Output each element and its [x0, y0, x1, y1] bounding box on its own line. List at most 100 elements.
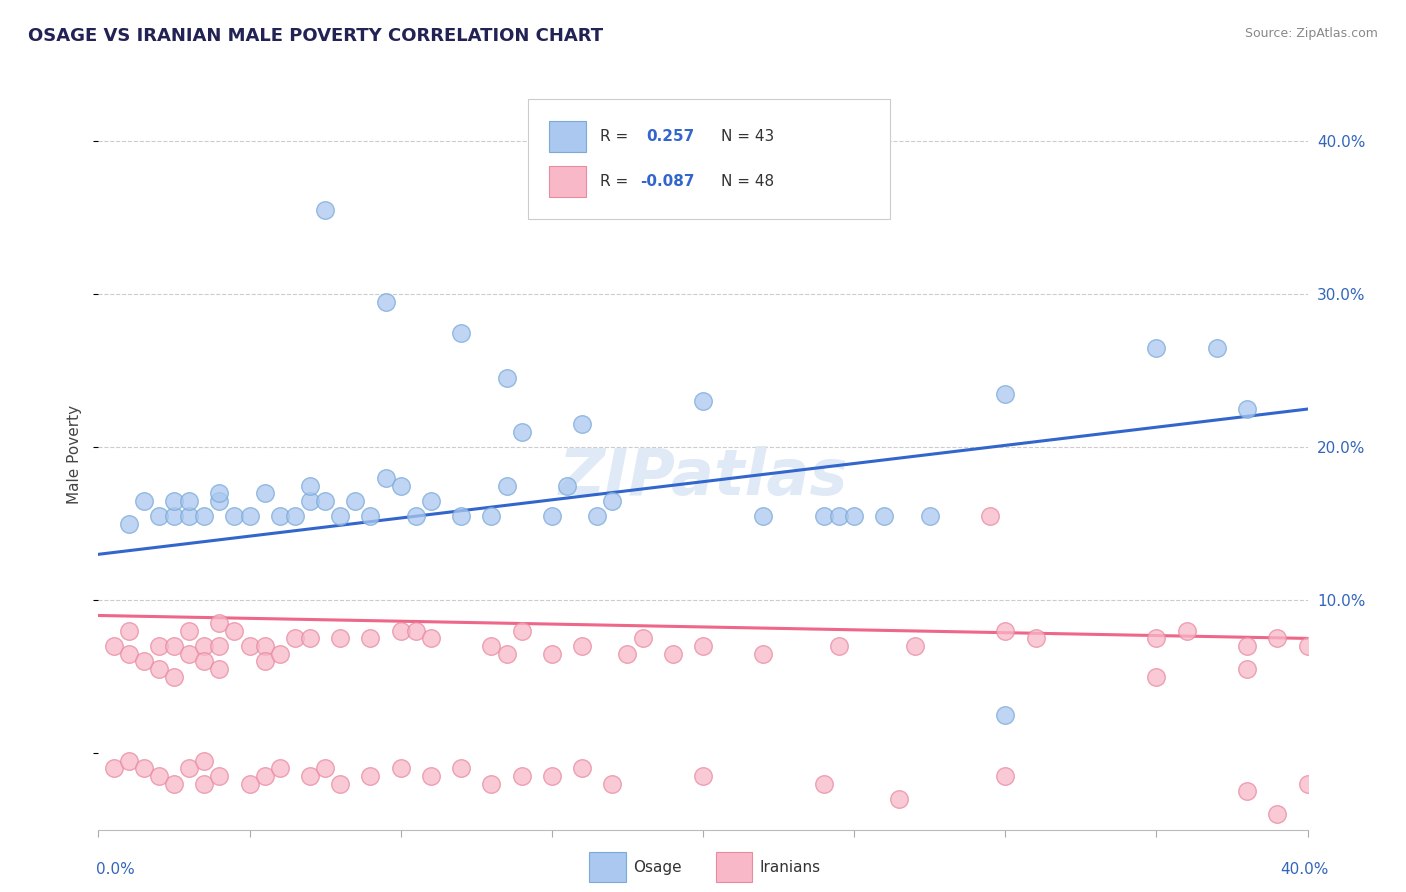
Point: [994, 624, 1017, 638]
Point: [179, 761, 201, 775]
Point: [179, 493, 201, 508]
Point: [661, 647, 683, 661]
Point: [193, 654, 215, 668]
Point: [1267, 807, 1289, 822]
Text: -0.087: -0.087: [640, 174, 695, 189]
Point: [329, 632, 352, 646]
Point: [389, 478, 412, 492]
Point: [179, 624, 201, 638]
Point: [1296, 777, 1319, 791]
Point: [495, 647, 517, 661]
Point: [1236, 784, 1258, 798]
FancyBboxPatch shape: [550, 120, 586, 153]
Point: [828, 509, 851, 524]
Point: [360, 509, 382, 524]
Point: [103, 639, 125, 653]
Point: [299, 632, 322, 646]
Point: [450, 761, 472, 775]
Point: [253, 639, 276, 653]
Point: [299, 493, 322, 508]
Point: [208, 639, 231, 653]
Point: [602, 493, 624, 508]
Point: [571, 417, 593, 432]
Point: [495, 371, 517, 385]
Point: [994, 386, 1017, 401]
Point: [118, 624, 141, 638]
Point: [374, 471, 396, 485]
Point: [1267, 632, 1289, 646]
Point: [1206, 341, 1229, 355]
Point: [299, 769, 322, 783]
Point: [979, 509, 1001, 524]
Point: [163, 777, 186, 791]
Point: [269, 761, 291, 775]
Point: [873, 509, 896, 524]
Point: [163, 670, 186, 684]
Point: [239, 509, 262, 524]
Point: [224, 624, 246, 638]
Point: [844, 509, 866, 524]
Point: [329, 777, 352, 791]
Point: [148, 662, 170, 676]
Text: ZIPatlas: ZIPatlas: [558, 446, 848, 508]
Point: [510, 624, 533, 638]
Point: [269, 509, 291, 524]
Point: [314, 203, 336, 218]
Text: N = 48: N = 48: [721, 174, 775, 189]
Point: [540, 647, 562, 661]
Point: [208, 616, 231, 631]
Point: [571, 639, 593, 653]
Point: [495, 478, 517, 492]
Point: [253, 769, 276, 783]
Text: R =: R =: [600, 129, 628, 144]
Point: [586, 509, 609, 524]
Point: [179, 647, 201, 661]
Point: [389, 761, 412, 775]
Point: [132, 654, 155, 668]
Point: [602, 777, 624, 791]
Point: [314, 761, 336, 775]
Text: OSAGE VS IRANIAN MALE POVERTY CORRELATION CHART: OSAGE VS IRANIAN MALE POVERTY CORRELATIO…: [28, 27, 603, 45]
Point: [208, 486, 231, 500]
Point: [692, 769, 714, 783]
Point: [481, 639, 503, 653]
Point: [179, 509, 201, 524]
Point: [193, 639, 215, 653]
Point: [193, 754, 215, 768]
Point: [132, 493, 155, 508]
Point: [253, 486, 276, 500]
Point: [148, 769, 170, 783]
Point: [616, 647, 638, 661]
Text: R =: R =: [600, 174, 628, 189]
Point: [1175, 624, 1198, 638]
Point: [208, 662, 231, 676]
Point: [994, 769, 1017, 783]
Point: [405, 509, 427, 524]
Text: Osage: Osage: [633, 861, 682, 875]
Point: [118, 647, 141, 661]
Point: [994, 707, 1017, 722]
Point: [148, 509, 170, 524]
Point: [692, 394, 714, 409]
Point: [163, 493, 186, 508]
Point: [904, 639, 927, 653]
Point: [360, 632, 382, 646]
Point: [284, 509, 307, 524]
Point: [752, 509, 775, 524]
Text: 0.0%: 0.0%: [96, 863, 135, 877]
Text: Iranians: Iranians: [759, 861, 820, 875]
Text: Source: ZipAtlas.com: Source: ZipAtlas.com: [1244, 27, 1378, 40]
Point: [555, 478, 578, 492]
Point: [374, 295, 396, 310]
Point: [163, 509, 186, 524]
Point: [420, 493, 443, 508]
Point: [510, 425, 533, 439]
Point: [889, 792, 911, 806]
Point: [1296, 639, 1319, 653]
Point: [118, 516, 141, 531]
Point: [450, 326, 472, 340]
Point: [118, 754, 141, 768]
Y-axis label: Male Poverty: Male Poverty: [67, 405, 83, 505]
Point: [481, 777, 503, 791]
Point: [1024, 632, 1046, 646]
